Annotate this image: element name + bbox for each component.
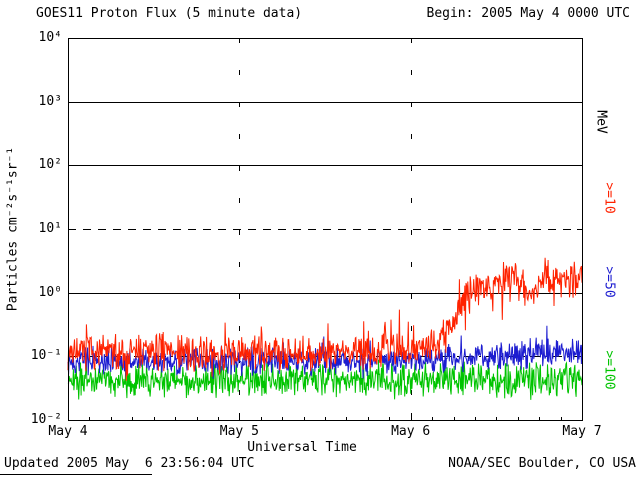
x-axis-label: Universal Time <box>247 440 357 455</box>
y-tick-label: 10² <box>38 157 62 173</box>
credit-label: NOAA/SEC Boulder, CO USA <box>448 456 636 471</box>
legend-label-ge50: >=50 <box>601 266 617 298</box>
y-tick-label: 10¹ <box>38 221 62 236</box>
plot-frame <box>68 38 583 421</box>
right-unit-label: MeV <box>593 110 609 134</box>
series-line-10-MeV <box>67 257 583 381</box>
series-line-100-MeV <box>67 358 583 400</box>
x-tick-label: May 7 <box>562 424 602 439</box>
footer-rule <box>0 474 152 475</box>
legend-label-ge10: >=10 <box>601 182 617 214</box>
chart-title: GOES11 Proton Flux (5 minute data) <box>36 6 303 21</box>
y-tick-label: 10³ <box>38 93 62 109</box>
y-tick-label: 10⁻¹ <box>30 348 62 364</box>
y-tick-label: 10⁰ <box>38 284 62 300</box>
y-tick-label: 10⁴ <box>38 30 62 45</box>
x-tick-label: May 6 <box>391 424 431 439</box>
legend-label-ge100: >=100 <box>601 350 617 390</box>
x-tick-label: May 4 <box>48 424 88 439</box>
x-tick-label: May 5 <box>219 424 259 439</box>
y-tick-label: 10⁻² <box>30 412 62 427</box>
updated-timestamp: Updated 2005 May 6 23:56:04 UTC <box>4 456 255 471</box>
begin-timestamp: Begin: 2005 May 4 0000 UTC <box>426 6 631 21</box>
